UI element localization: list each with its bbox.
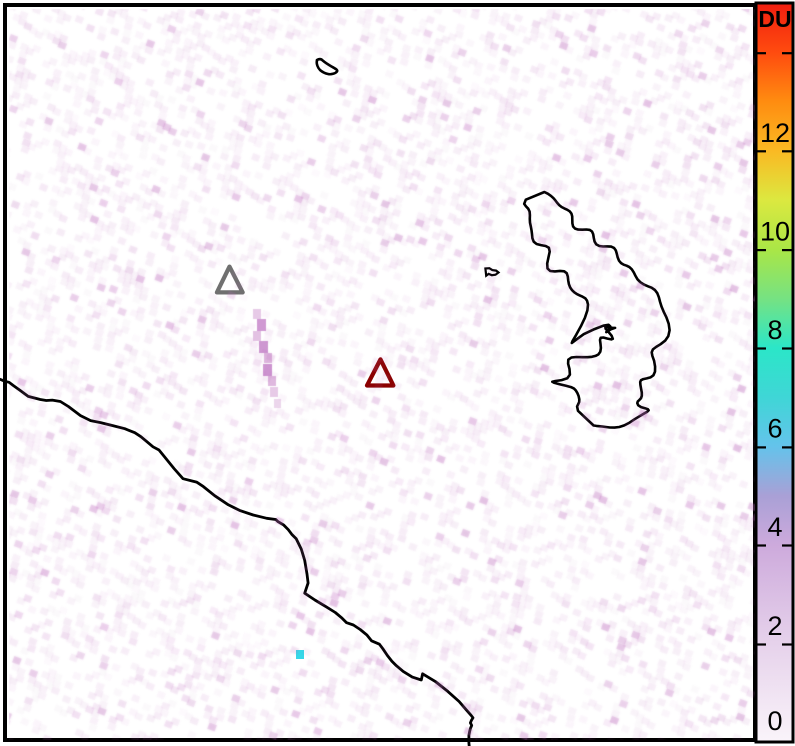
svg-text:6: 6 <box>767 414 782 444</box>
svg-text:DU: DU <box>758 6 791 32</box>
svg-text:2: 2 <box>767 611 782 641</box>
svg-text:8: 8 <box>767 315 782 345</box>
svg-text:10: 10 <box>760 217 790 247</box>
svg-text:0: 0 <box>767 706 782 736</box>
svg-text:12: 12 <box>760 118 790 148</box>
svg-text:4: 4 <box>767 512 782 542</box>
